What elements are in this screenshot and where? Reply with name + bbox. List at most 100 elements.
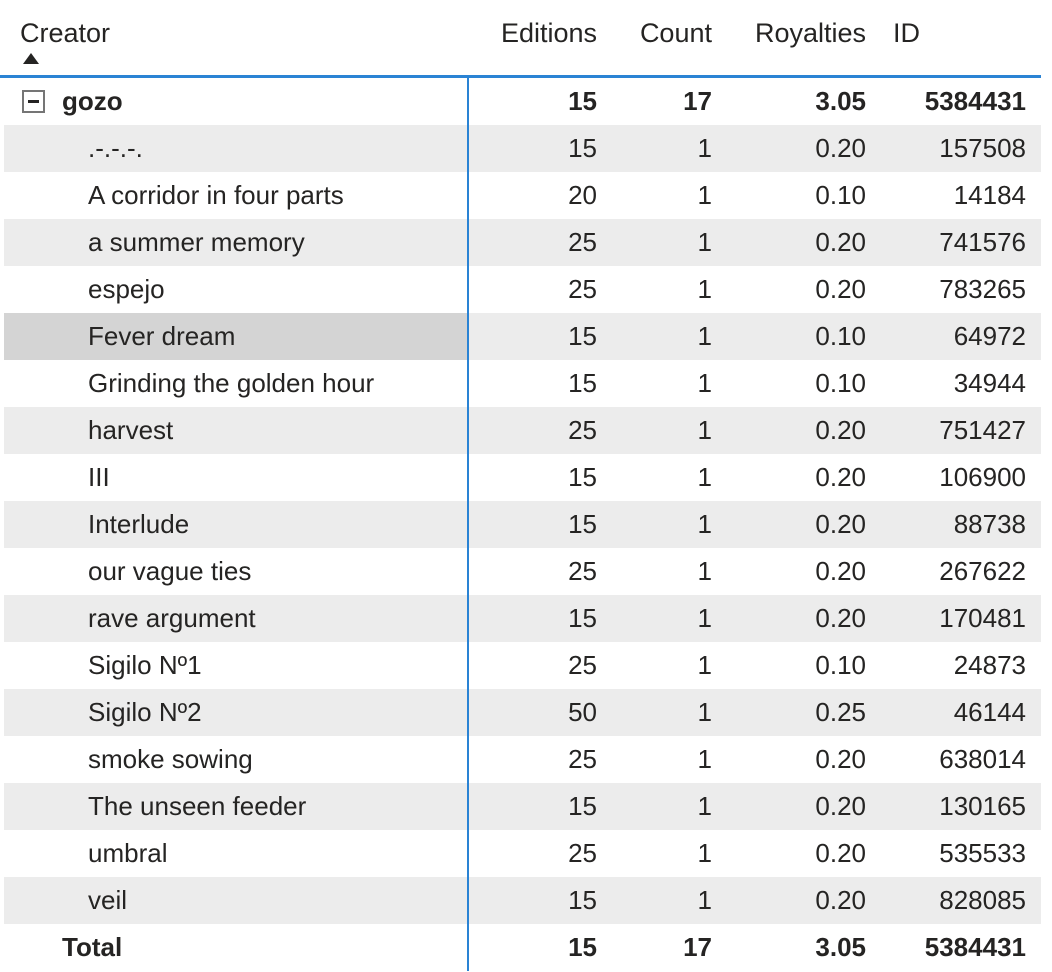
royalties-cell[interactable]: 0.20	[727, 595, 881, 642]
editions-cell[interactable]: 15	[469, 125, 612, 172]
royalties-cell[interactable]: 0.20	[815, 274, 866, 304]
id-cell[interactable]: 46144	[881, 689, 1041, 736]
count-cell[interactable]: 17	[683, 86, 712, 116]
editions-cell[interactable]: 15	[469, 501, 612, 548]
creator-cell[interactable]: Sigilo Nº2	[4, 689, 469, 736]
editions-cell[interactable]: 15	[568, 368, 597, 398]
id-cell[interactable]: 34944	[953, 368, 1026, 398]
creator-cell[interactable]: Fever dream	[4, 313, 469, 360]
count-cell[interactable]: 1	[697, 274, 712, 304]
column-header-id[interactable]: ID	[893, 18, 920, 48]
creator-cell[interactable]: our vague ties	[4, 548, 469, 595]
editions-cell[interactable]: 25	[568, 650, 597, 680]
id-cell[interactable]: 157508	[881, 125, 1041, 172]
editions-cell[interactable]: 15	[568, 462, 597, 492]
creator-cell[interactable]: Sigilo Nº1	[4, 642, 469, 689]
count-cell[interactable]: 1	[697, 556, 712, 586]
royalties-cell[interactable]: 0.20	[727, 877, 881, 924]
creator-cell[interactable]: .-.-.-.	[4, 125, 469, 172]
count-cell[interactable]: 1	[612, 501, 727, 548]
editions-cell[interactable]: 25	[469, 407, 612, 454]
editions-cell[interactable]: 50	[469, 689, 612, 736]
id-cell[interactable]: 130165	[881, 783, 1041, 830]
id-cell[interactable]: 88738	[881, 501, 1041, 548]
royalties-cell[interactable]: 0.20	[727, 407, 881, 454]
editions-cell[interactable]: 25	[469, 219, 612, 266]
column-header-creator[interactable]: Creator	[0, 0, 469, 75]
id-cell[interactable]: 24873	[953, 650, 1026, 680]
editions-cell[interactable]: 25	[568, 274, 597, 304]
creator-cell[interactable]: rave argument	[4, 595, 469, 642]
royalties-cell[interactable]: 0.20	[815, 556, 866, 586]
royalties-cell[interactable]: 0.20	[727, 125, 881, 172]
editions-cell[interactable]: 20	[568, 180, 597, 210]
editions-cell[interactable]: 15	[469, 877, 612, 924]
id-cell[interactable]: 5384431	[924, 86, 1026, 116]
royalties-cell[interactable]: 0.20	[815, 462, 866, 492]
id-cell[interactable]: 64972	[881, 313, 1041, 360]
id-cell[interactable]: 783265	[939, 274, 1026, 304]
royalties-cell[interactable]: 3.05	[815, 932, 866, 962]
editions-cell[interactable]: 15	[568, 86, 597, 116]
editions-cell[interactable]: 15	[469, 595, 612, 642]
count-cell[interactable]: 1	[612, 595, 727, 642]
count-cell[interactable]: 1	[697, 838, 712, 868]
creator-cell[interactable]: III	[4, 454, 469, 501]
editions-cell[interactable]: 15	[469, 313, 612, 360]
royalties-cell[interactable]: 0.10	[815, 368, 866, 398]
creator-cell[interactable]: espejo	[4, 266, 469, 313]
id-cell[interactable]: 5384431	[924, 932, 1026, 962]
creator-cell[interactable]: veil	[4, 877, 469, 924]
count-cell[interactable]: 1	[612, 877, 727, 924]
royalties-cell[interactable]: 0.20	[815, 838, 866, 868]
id-cell[interactable]: 638014	[939, 744, 1026, 774]
creator-cell[interactable]: Grinding the golden hour	[4, 360, 469, 407]
editions-cell[interactable]: 25	[568, 744, 597, 774]
id-cell[interactable]: 741576	[881, 219, 1041, 266]
creator-cell[interactable]: umbral	[4, 830, 469, 877]
count-cell[interactable]: 1	[612, 783, 727, 830]
id-cell[interactable]: 535533	[939, 838, 1026, 868]
count-cell[interactable]: 1	[612, 689, 727, 736]
editions-cell[interactable]: 25	[568, 556, 597, 586]
royalties-cell[interactable]: 0.20	[815, 744, 866, 774]
creator-cell[interactable]: A corridor in four parts	[4, 172, 469, 219]
creator-cell[interactable]: harvest	[4, 407, 469, 454]
count-cell[interactable]: 1	[612, 219, 727, 266]
id-cell[interactable]: 751427	[881, 407, 1041, 454]
creator-cell[interactable]: Interlude	[4, 501, 469, 548]
creator-cell[interactable]: Total	[4, 924, 469, 971]
collapse-minus-box-icon[interactable]	[22, 90, 45, 113]
royalties-cell[interactable]: 0.20	[727, 501, 881, 548]
royalties-cell[interactable]: 0.10	[815, 180, 866, 210]
count-cell[interactable]: 1	[612, 125, 727, 172]
creator-cell[interactable]: The unseen feeder	[4, 783, 469, 830]
column-header-count[interactable]: Count	[639, 18, 712, 48]
royalties-cell[interactable]: 0.20	[727, 783, 881, 830]
id-cell[interactable]: 106900	[939, 462, 1026, 492]
id-cell[interactable]: 170481	[881, 595, 1041, 642]
royalties-cell[interactable]: 3.05	[815, 86, 866, 116]
count-cell[interactable]: 1	[612, 313, 727, 360]
count-cell[interactable]: 17	[683, 932, 712, 962]
count-cell[interactable]: 1	[697, 650, 712, 680]
column-header-editions[interactable]: Editions	[500, 18, 597, 48]
count-cell[interactable]: 1	[612, 407, 727, 454]
id-cell[interactable]: 828085	[881, 877, 1041, 924]
editions-cell[interactable]: 15	[568, 932, 597, 962]
count-cell[interactable]: 1	[697, 180, 712, 210]
creator-cell[interactable]: gozo	[4, 78, 469, 125]
royalties-cell[interactable]: 0.25	[727, 689, 881, 736]
royalties-cell[interactable]: 0.20	[727, 219, 881, 266]
count-cell[interactable]: 1	[697, 462, 712, 492]
column-header-royalties[interactable]: Royalties	[754, 18, 866, 48]
royalties-cell[interactable]: 0.10	[727, 313, 881, 360]
id-cell[interactable]: 267622	[939, 556, 1026, 586]
id-cell[interactable]: 14184	[953, 180, 1026, 210]
editions-cell[interactable]: 25	[568, 838, 597, 868]
count-cell[interactable]: 1	[697, 744, 712, 774]
count-cell[interactable]: 1	[697, 368, 712, 398]
royalties-cell[interactable]: 0.10	[815, 650, 866, 680]
creator-cell[interactable]: a summer memory	[4, 219, 469, 266]
creator-cell[interactable]: smoke sowing	[4, 736, 469, 783]
